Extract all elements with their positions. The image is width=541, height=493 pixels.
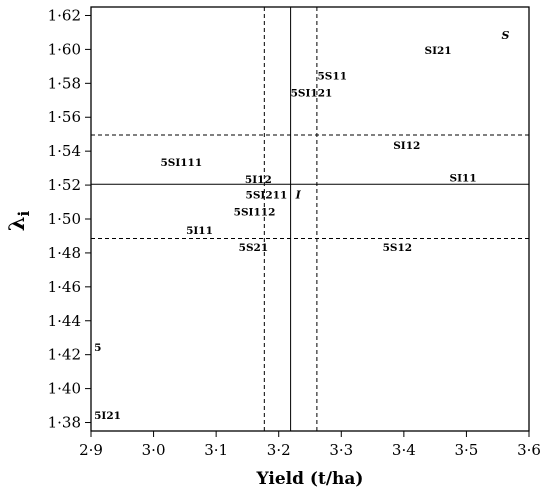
y-tick-label: 1·42 — [48, 346, 81, 364]
x-tick-label: 2·9 — [79, 441, 103, 459]
point-label-5s11: 5S11 — [318, 71, 348, 83]
point-label-s: S — [501, 29, 509, 42]
y-tick-label: 1·56 — [48, 108, 81, 126]
x-tick-label: 3·2 — [267, 441, 291, 459]
y-tick-label: 1·60 — [48, 40, 81, 58]
point-label-si11: SI11 — [450, 172, 477, 184]
y-tick-label: 1·50 — [48, 210, 81, 228]
x-tick-label: 3·0 — [142, 441, 166, 459]
x-tick-label: 3·6 — [517, 441, 541, 459]
x-tick-label: 3·4 — [392, 441, 416, 459]
point-label-5s12: 5S12 — [383, 242, 413, 254]
y-tick-label: 1·54 — [48, 142, 81, 160]
y-axis-title-main: λ — [4, 216, 29, 231]
point-label-5si211: 5SI211 — [246, 189, 288, 201]
y-tick-label: 1·38 — [48, 414, 81, 432]
y-tick-label: 1·58 — [48, 74, 81, 92]
y-tick-label: 1·48 — [48, 244, 81, 262]
y-tick-label: 1·44 — [48, 312, 81, 330]
point-label-5s21: 5S21 — [239, 242, 269, 254]
y-tick-label: 1·40 — [48, 380, 81, 398]
point-label-5si121: 5SI121 — [291, 88, 333, 100]
y-tick-label: 1·62 — [48, 6, 81, 24]
x-tick-label: 3·5 — [454, 441, 478, 459]
point-label-5i11: 5I11 — [186, 225, 213, 237]
plot-frame — [90, 6, 530, 432]
point-label-5si111: 5SI111 — [160, 157, 202, 169]
point-label-si21: SI21 — [425, 45, 452, 57]
x-tick-label: 3·1 — [204, 441, 228, 459]
y-axis-ticks: 1·38 1·40 1·42 1·44 1·46 1·48 1·50 1·52 1·54 1·56… — [48, 6, 91, 432]
y-tick-label: 1·46 — [48, 278, 81, 296]
x-axis-ticks: 2·9 3·0 3·1 3·2 3·3 3·4 3·5 3·6 — [79, 431, 541, 459]
point-label-5i21: 5I21 — [94, 410, 121, 422]
x-axis-title: Yield (t/ha) — [256, 469, 364, 489]
point-label-5: 5 — [94, 342, 101, 354]
point-label-i: I — [295, 188, 302, 201]
y-tick-label: 1·52 — [48, 176, 81, 194]
y-axis-title-subscript: i — [15, 210, 33, 216]
y-axis-title: λi — [4, 210, 33, 231]
point-labels: S SI21 5S11 5SI121 SI12 5SI111 SI11 5I12 5SI211 I… — [94, 29, 509, 422]
point-label-5i12: 5I12 — [245, 174, 272, 186]
reference-lines — [91, 7, 529, 431]
point-label-si12: SI12 — [393, 140, 420, 152]
x-tick-label: 3·3 — [329, 441, 353, 459]
point-label-5si112: 5SI112 — [234, 206, 276, 218]
